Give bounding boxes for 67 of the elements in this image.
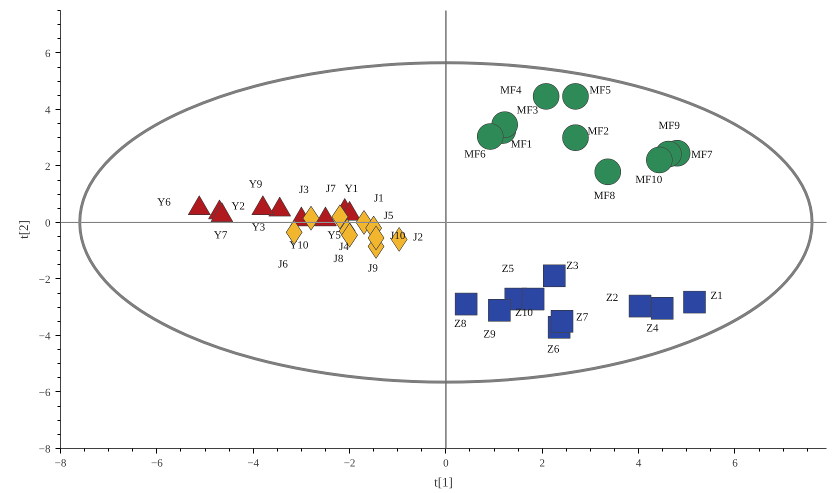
x-tick-label: 0 <box>443 458 450 470</box>
data-label: MF1 <box>510 138 532 151</box>
data-label: J3 <box>299 184 310 196</box>
data-label: Y6 <box>157 196 172 208</box>
point <box>683 290 706 314</box>
data-label: Y2 <box>231 200 245 213</box>
data-label: Z10 <box>515 307 534 320</box>
x-tick-label: 2 <box>540 458 546 470</box>
x-tick-label: 4 <box>636 458 642 470</box>
point <box>562 124 589 151</box>
data-label: J7 <box>326 182 336 195</box>
data-label: J8 <box>334 253 344 266</box>
y-tick-label: 4 <box>45 104 51 116</box>
point <box>488 299 511 322</box>
y-tick-label: −6 <box>38 386 51 399</box>
y-axis-title: t[2] <box>16 220 31 239</box>
data-label: J1 <box>374 192 384 204</box>
y-tick-label: 6 <box>45 48 51 60</box>
data-label: Y10 <box>289 240 309 252</box>
x-tick-label: −4 <box>247 458 260 470</box>
data-label: MF8 <box>594 190 616 202</box>
x-tick-label: 6 <box>732 458 738 470</box>
data-label: MF5 <box>590 84 612 96</box>
data-label: MF10 <box>635 174 663 186</box>
data-label: Y5 <box>327 230 342 242</box>
data-label: MF4 <box>500 84 522 96</box>
point <box>550 310 574 333</box>
point <box>646 146 673 174</box>
point <box>594 158 622 186</box>
data-label: MF2 <box>588 126 609 138</box>
x-tick-label: −2 <box>344 458 356 470</box>
data-label: J4 <box>339 240 350 253</box>
data-label: Y7 <box>214 229 228 242</box>
point <box>522 288 544 310</box>
data-label: Z9 <box>483 328 496 340</box>
data-label: MF9 <box>658 120 680 132</box>
data-label: Z5 <box>502 263 514 276</box>
data-label: J5 <box>384 210 394 222</box>
data-label: MF6 <box>464 148 486 161</box>
y-tick-label: 0 <box>45 217 51 230</box>
data-label: Z6 <box>547 343 560 356</box>
point <box>454 292 478 316</box>
y-tick-label: −2 <box>38 274 51 286</box>
data-label: Y3 <box>252 222 266 234</box>
data-label: Z4 <box>646 322 659 334</box>
data-label: MF7 <box>691 149 714 162</box>
data-label: Z3 <box>566 260 580 272</box>
x-axis-title: t[1] <box>434 474 453 490</box>
point <box>650 297 674 320</box>
y-tick-label: −4 <box>38 330 51 342</box>
y-tick-label: −8 <box>38 444 51 456</box>
data-label: Z1 <box>710 290 723 302</box>
y-tick-label: 2 <box>45 160 50 173</box>
data-label: MF3 <box>516 104 539 117</box>
point <box>628 294 652 318</box>
data-label: Y9 <box>248 178 263 190</box>
x-tick-label: −6 <box>151 458 164 470</box>
data-label: J6 <box>278 258 288 270</box>
point <box>543 264 566 288</box>
data-label: Z7 <box>576 311 589 324</box>
point <box>562 83 589 110</box>
x-tick-label: −8 <box>54 458 67 470</box>
data-label: Z8 <box>454 318 467 330</box>
data-label: J9 <box>368 262 378 274</box>
data-label: Y1 <box>344 183 358 196</box>
data-label: Z2 <box>606 292 618 304</box>
data-label: J2 <box>413 231 423 244</box>
